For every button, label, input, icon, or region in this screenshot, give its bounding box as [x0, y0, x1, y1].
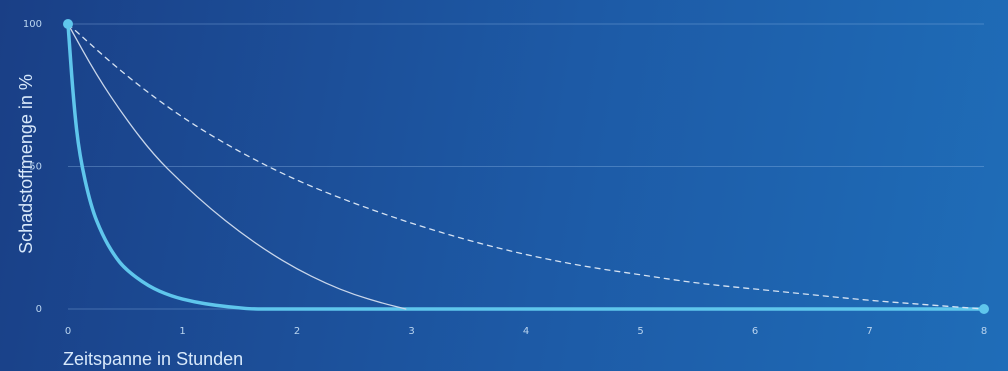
x-axis-title: Zeitspanne in Stunden: [63, 349, 243, 369]
series-line-3: [67, 23, 985, 310]
x-tick-2: 2: [294, 326, 300, 337]
x-tick-labels: 0 1 2 3 4 5 6 7 8: [65, 326, 987, 337]
series-line-2: [67, 23, 407, 310]
y-tick-50: 50: [29, 162, 42, 173]
x-tick-4: 4: [523, 326, 529, 337]
grid-lines: [68, 23, 984, 310]
x-tick-6: 6: [752, 326, 758, 337]
x-tick-7: 7: [866, 326, 872, 337]
x-tick-1: 1: [179, 326, 185, 337]
x-tick-0: 0: [65, 326, 71, 337]
y-tick-100: 100: [23, 19, 42, 30]
y-tick-0: 0: [36, 304, 42, 315]
marker-2: [979, 304, 989, 314]
series-lines: [66, 22, 986, 311]
endpoint-markers: [63, 19, 989, 314]
x-tick-3: 3: [408, 326, 414, 337]
series-line-1: [66, 22, 986, 311]
y-tick-labels: 0 50 100: [23, 19, 42, 315]
x-tick-5: 5: [637, 326, 643, 337]
marker-1: [63, 19, 73, 29]
x-tick-8: 8: [981, 326, 987, 337]
y-axis-title: Schadstoffmenge in %: [16, 74, 36, 254]
